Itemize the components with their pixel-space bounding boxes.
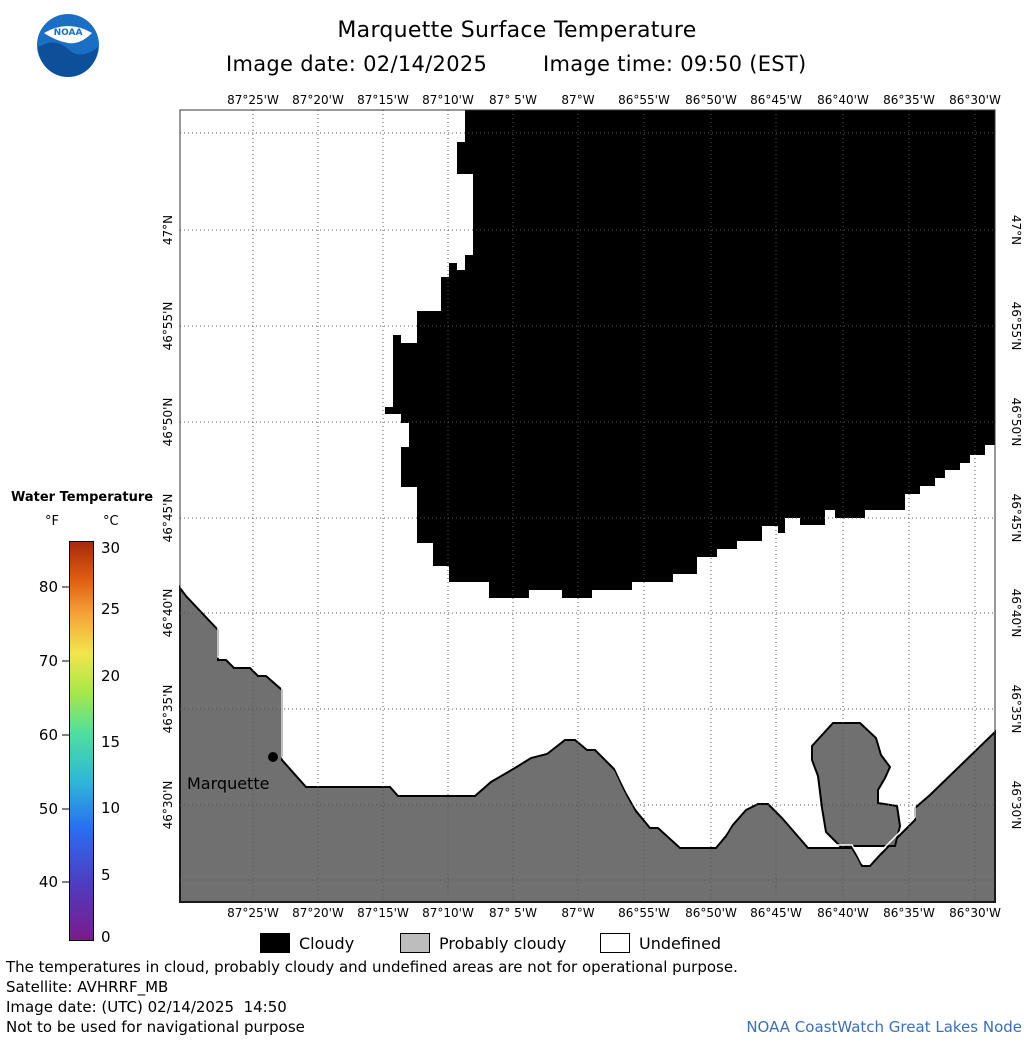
fahrenheit-tick-label: 50 bbox=[39, 800, 58, 818]
longitude-label: 86°30'W bbox=[949, 906, 1001, 920]
colorbar-title: Water Temperature bbox=[11, 490, 154, 505]
footer-utc-date: Image date: (UTC) 02/14/2025 14:50 bbox=[6, 998, 287, 1016]
longitude-label: 87°W bbox=[561, 906, 594, 920]
latitude-label: 46°45'N bbox=[161, 494, 175, 543]
latitude-label: 46°55'N bbox=[161, 302, 175, 351]
logo-text: NOAA bbox=[54, 28, 83, 38]
legend-undefined-label: Undefined bbox=[639, 933, 722, 953]
fahrenheit-tick-label: 80 bbox=[39, 578, 58, 596]
latitude-label: 47°N bbox=[1009, 215, 1023, 245]
fahrenheit-tick-label: 60 bbox=[39, 726, 58, 744]
longitude-label: 86°35'W bbox=[883, 93, 935, 107]
longitude-label: 87°15'W bbox=[357, 906, 409, 920]
latitude-label: 46°30'N bbox=[1009, 781, 1023, 830]
longitude-label: 86°40'W bbox=[817, 93, 869, 107]
latitude-labels-right: 47°N 46°55'N 46°50'N 46°45'N 46°40'N 46°35'N 4… bbox=[1009, 215, 1023, 830]
cloudy-region bbox=[385, 110, 995, 598]
fahrenheit-tick-label: 40 bbox=[39, 873, 58, 891]
footer-credit: NOAA CoastWatch Great Lakes Node bbox=[746, 1018, 1022, 1036]
image-time: Image time: 09:50 (EST) bbox=[543, 52, 807, 76]
colorbar bbox=[69, 541, 94, 941]
longitude-labels-top: 87°25'W 87°20'W 87°15'W 87°10'W 87° 5'W 87°W 8… bbox=[227, 93, 1001, 107]
longitude-label: 87°25'W bbox=[227, 93, 279, 107]
unit-fahrenheit: °F bbox=[45, 514, 59, 529]
longitude-label: 86°50'W bbox=[685, 93, 737, 107]
probably-cloudy-island bbox=[811, 722, 902, 847]
longitude-label: 87°W bbox=[561, 93, 594, 107]
map-gridlines bbox=[180, 110, 995, 902]
noaa-logo: NOAA bbox=[36, 13, 100, 77]
fahrenheit-tick-label: 70 bbox=[39, 652, 58, 670]
legend-probably-cloudy-swatch bbox=[400, 933, 430, 953]
longitude-label: 87°25'W bbox=[227, 906, 279, 920]
coastline-highlight bbox=[179, 584, 996, 864]
legend-cloudy-label: Cloudy bbox=[299, 933, 355, 953]
image-date: Image date: 02/14/2025 bbox=[226, 52, 488, 76]
footer-disclaimer: The temperatures in cloud, probably clou… bbox=[6, 958, 738, 976]
latitude-label: 46°55'N bbox=[1009, 302, 1023, 351]
longitude-label: 87°20'W bbox=[292, 93, 344, 107]
latitude-label: 46°35'N bbox=[161, 685, 175, 734]
longitude-label: 87°15'W bbox=[357, 93, 409, 107]
latitude-label: 46°50'N bbox=[161, 398, 175, 447]
legend-probably-cloudy: Probably cloudy bbox=[400, 932, 566, 954]
longitude-label: 87° 5'W bbox=[489, 93, 537, 107]
legend-undefined: Undefined bbox=[600, 932, 721, 954]
celsius-tick-label: 0 bbox=[101, 928, 111, 946]
longitude-label: 87°10'W bbox=[422, 93, 474, 107]
longitude-label: 86°30'W bbox=[949, 93, 1001, 107]
latitude-label: 46°30'N bbox=[161, 781, 175, 830]
legend-cloudy-swatch bbox=[260, 933, 290, 953]
latitude-labels-left: 47°N 46°55'N 46°50'N 46°45'N 46°40'N 46°35'N 4… bbox=[161, 215, 175, 830]
latitude-label: 46°40'N bbox=[1009, 589, 1023, 638]
longitude-label: 87°10'W bbox=[422, 906, 474, 920]
marquette-city-marker bbox=[268, 752, 278, 762]
longitude-label: 87° 5'W bbox=[489, 906, 537, 920]
latitude-label: 46°35'N bbox=[1009, 685, 1023, 734]
latitude-label: 47°N bbox=[161, 215, 175, 245]
map-frame bbox=[179, 109, 996, 903]
legend-cloudy: Cloudy bbox=[260, 932, 354, 954]
longitude-labels-bottom: 87°25'W 87°20'W 87°15'W 87°10'W 87° 5'W 87°W 8… bbox=[227, 906, 1001, 920]
footer-navigation-warning: Not to be used for navigational purpose bbox=[6, 1018, 305, 1036]
celsius-tick-label: 20 bbox=[101, 667, 120, 685]
marquette-label: Marquette bbox=[187, 774, 269, 793]
longitude-label: 86°45'W bbox=[750, 906, 802, 920]
longitude-label: 86°55'W bbox=[618, 906, 670, 920]
unit-celsius: °C bbox=[103, 514, 119, 529]
longitude-label: 86°45'W bbox=[750, 93, 802, 107]
map-title: Marquette Surface Temperature bbox=[337, 18, 697, 43]
latitude-label: 46°50'N bbox=[1009, 398, 1023, 447]
longitude-label: 86°55'W bbox=[618, 93, 670, 107]
celsius-tick-label: 30 bbox=[101, 539, 120, 557]
legend-probably-cloudy-label: Probably cloudy bbox=[439, 933, 567, 953]
celsius-tick-label: 5 bbox=[101, 866, 111, 884]
longitude-label: 86°35'W bbox=[883, 906, 935, 920]
legend-undefined-swatch bbox=[600, 933, 630, 953]
footer-satellite: Satellite: AVHRRF_MB bbox=[6, 978, 169, 996]
celsius-tick-label: 15 bbox=[101, 733, 120, 751]
latitude-label: 46°40'N bbox=[161, 589, 175, 638]
longitude-label: 86°50'W bbox=[685, 906, 737, 920]
celsius-tick-label: 10 bbox=[101, 799, 120, 817]
celsius-tick-label: 25 bbox=[101, 600, 120, 618]
latitude-label: 46°45'N bbox=[1009, 494, 1023, 543]
longitude-label: 87°20'W bbox=[292, 906, 344, 920]
longitude-label: 86°40'W bbox=[817, 906, 869, 920]
probably-cloudy-region bbox=[179, 585, 996, 903]
map-panel: 87°25'W 87°20'W 87°15'W 87°10'W 87° 5'W 87°W 8… bbox=[161, 93, 1023, 920]
